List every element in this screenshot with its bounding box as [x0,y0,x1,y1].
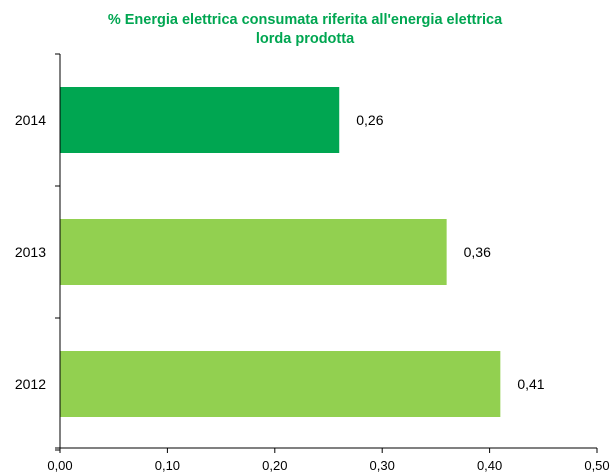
value-label-2014: 0,26 [356,112,383,128]
x-tick-label: 0,10 [155,458,180,473]
x-tick-label: 0,20 [262,458,287,473]
x-tick-label: 0,50 [584,458,609,473]
x-tick-label: 0,00 [47,458,72,473]
category-label-2014: 2014 [15,112,46,128]
category-label-2012: 2012 [15,376,46,392]
bar-2014 [60,87,340,153]
bar-2012 [60,351,501,417]
x-tick-label: 0,30 [370,458,395,473]
chart-title-line-1: % Energia elettrica consumata riferita a… [107,12,503,28]
bar-2013 [60,219,447,285]
chart-title: % Energia elettrica consumata riferita a… [0,11,610,49]
value-label-2013: 0,36 [464,244,491,260]
chart-title-line-2: lorda prodotta [255,31,355,47]
x-tick-label: 0,40 [477,458,502,473]
category-label-2013: 2013 [15,244,46,260]
value-label-2012: 0,41 [517,376,544,392]
